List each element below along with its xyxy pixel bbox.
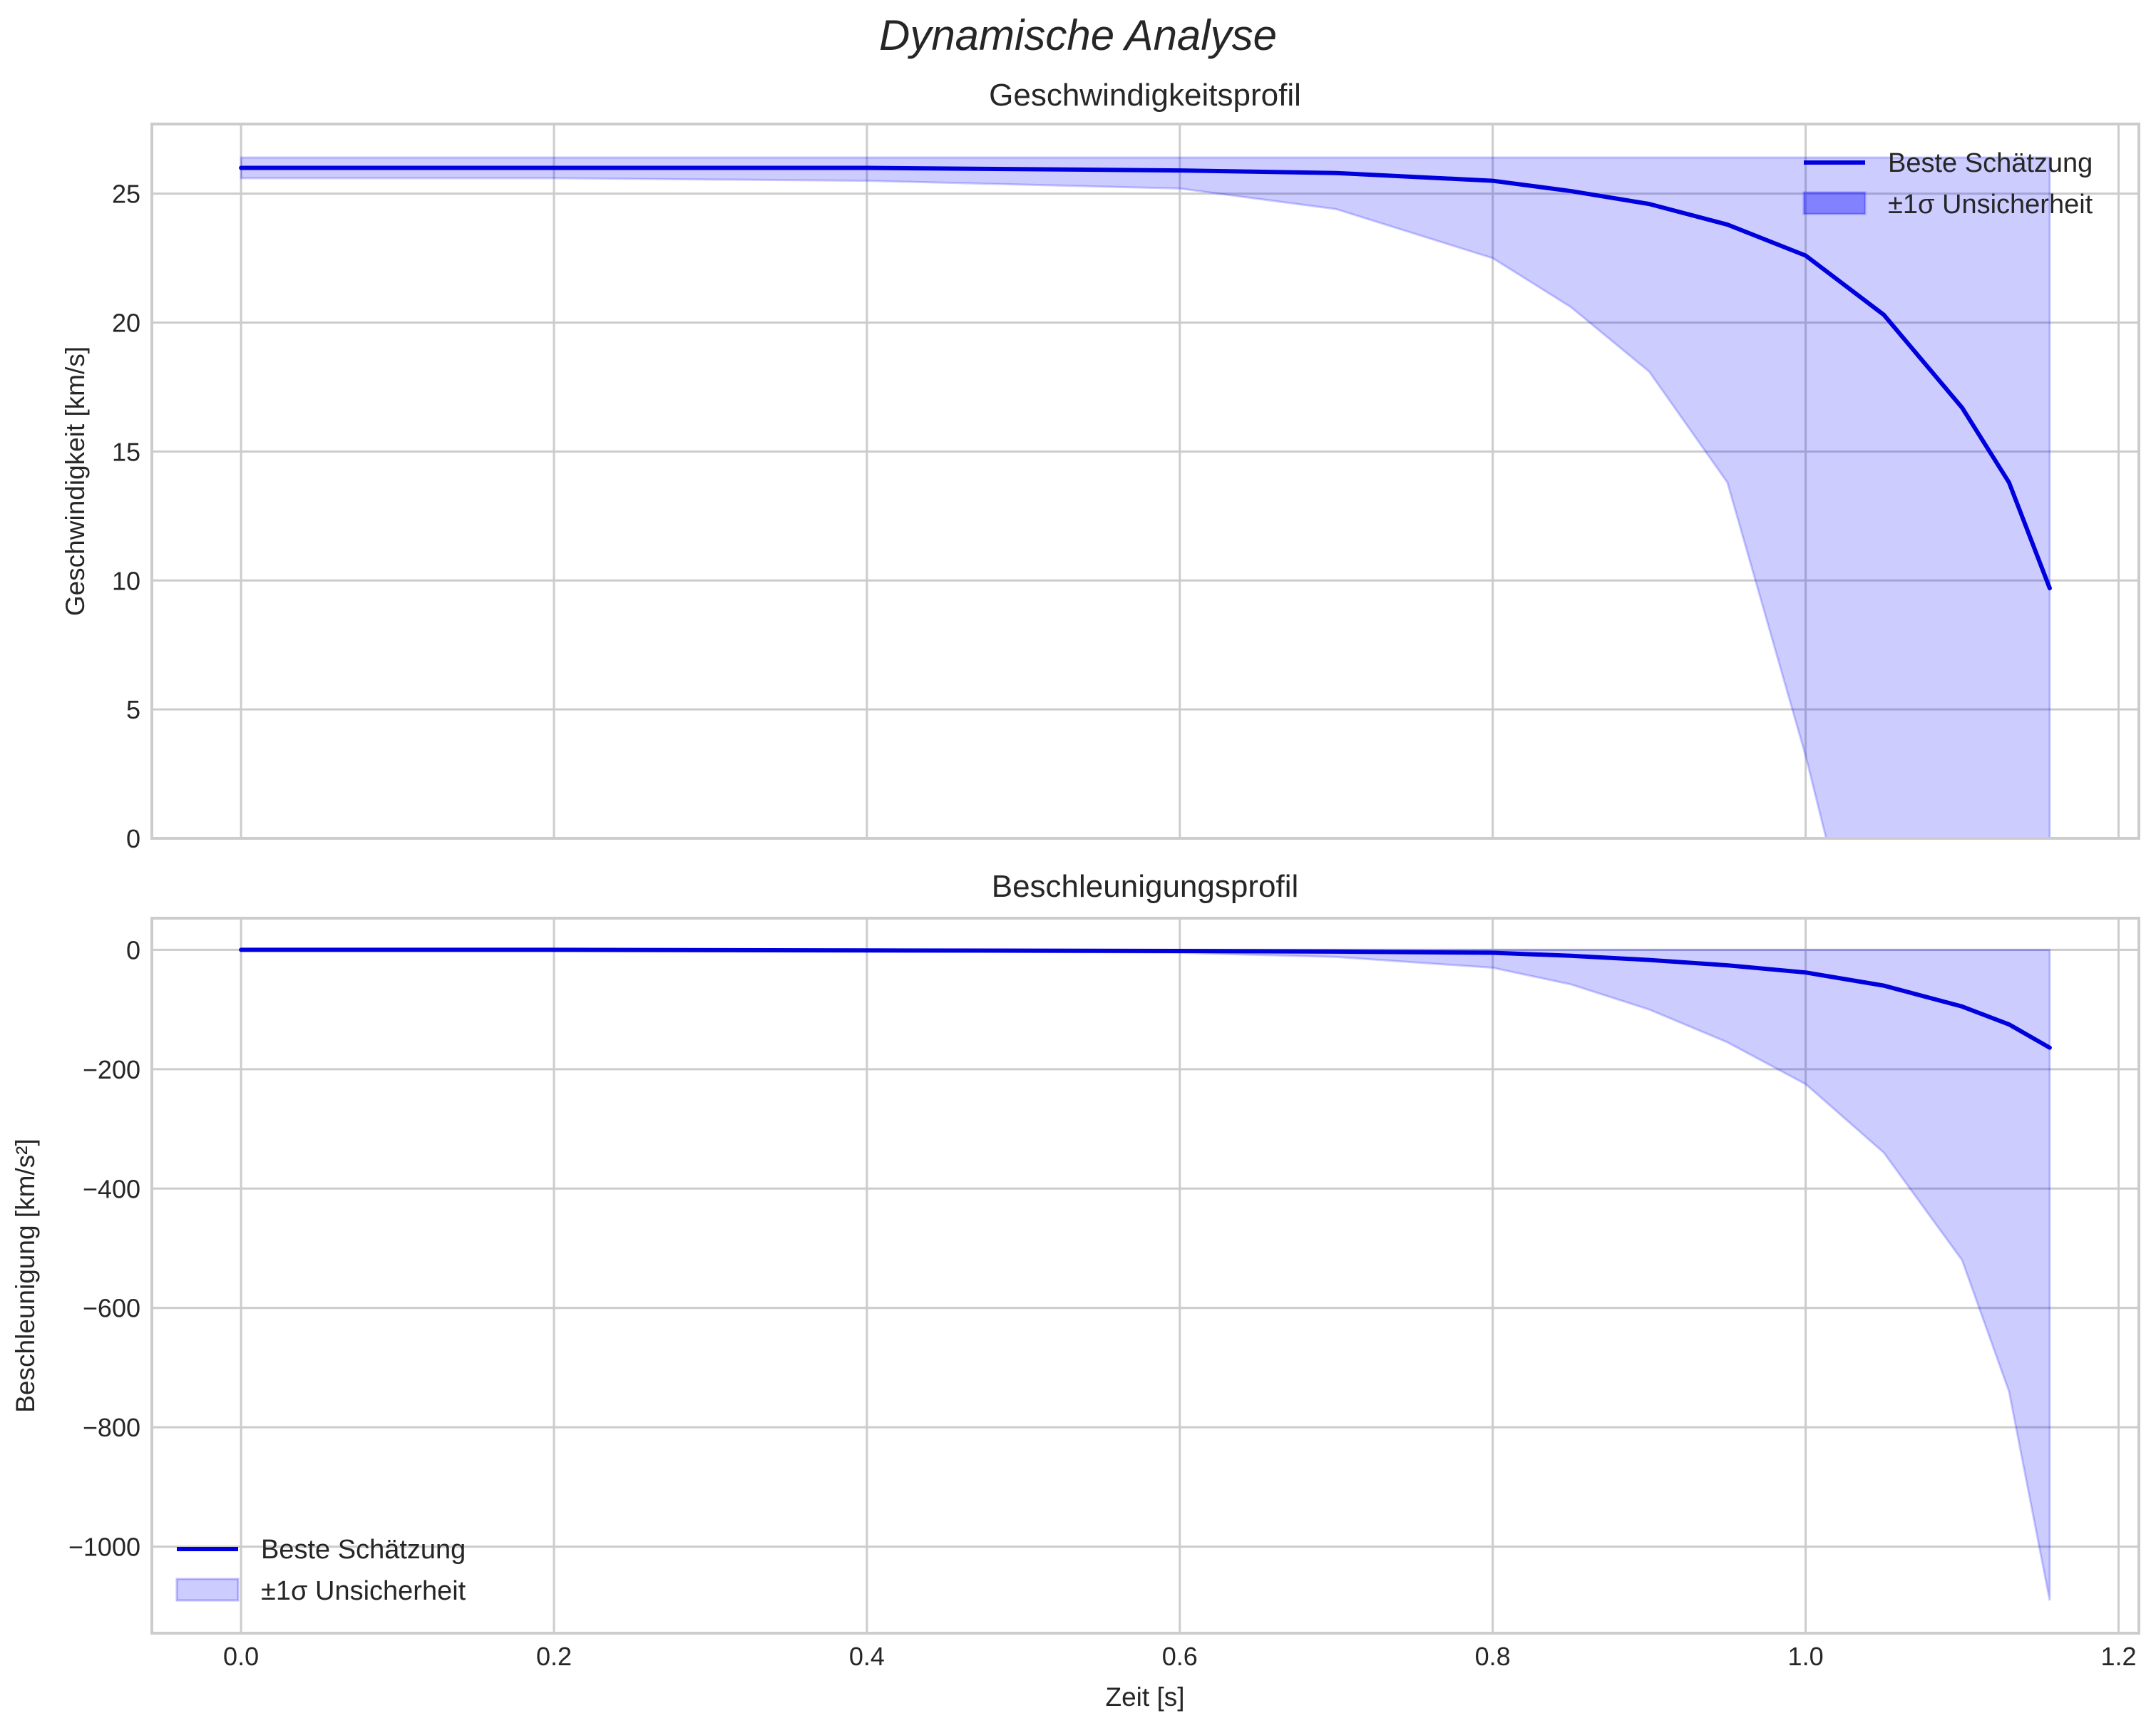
- legend-band-swatch: [175, 1578, 240, 1602]
- velocity-best-estimate-line: [239, 165, 2052, 591]
- velocity-axes-frame: [150, 123, 2140, 840]
- acceleration-y-axis-label: Beschleunigung [km/s²]: [11, 1138, 40, 1413]
- y-tick-label: 15: [112, 437, 140, 466]
- y-tick-label: −600: [83, 1294, 140, 1323]
- y-tick-label: −400: [83, 1174, 140, 1203]
- acceleration-legend: Beste Schätzung ±1σ Unsicherheit: [175, 1535, 466, 1606]
- acceleration-best-estimate-line: [239, 947, 2052, 1050]
- velocity-panel: Geschwindigkeitsprofil 0 5 10 15 20 25 Geschw…: [61, 78, 2140, 853]
- y-tick-label: 5: [126, 695, 140, 724]
- acceleration-axes-frame: [150, 917, 2140, 1635]
- x-tick-label: 0.0: [223, 1642, 259, 1671]
- y-tick-label: 0: [126, 935, 140, 965]
- x-tick-label: 0.4: [849, 1642, 885, 1671]
- y-tick-label: −1000: [68, 1533, 140, 1562]
- legend-band-label: ±1σ Unsicherheit: [1888, 190, 2093, 220]
- legend-line-label: Beste Schätzung: [1888, 148, 2093, 178]
- y-tick-label: −200: [83, 1055, 140, 1084]
- y-tick-label: −800: [83, 1413, 140, 1442]
- x-tick-label: 0.2: [536, 1642, 572, 1671]
- velocity-legend: Beste Schätzung ±1σ Unsicherheit: [1802, 148, 2093, 220]
- x-tick-label: 0.6: [1162, 1642, 1198, 1671]
- legend-band-swatch: [1802, 191, 1867, 215]
- y-tick-label: 20: [112, 309, 140, 338]
- acceleration-panel: Beschleunigungsprofil 0 −200 −400 −600 −800 −…: [11, 869, 2140, 1635]
- legend-band-label: ±1σ Unsicherheit: [261, 1576, 466, 1606]
- x-axis-label: Zeit [s]: [1105, 1682, 1184, 1712]
- acceleration-uncertainty-band: [241, 948, 2051, 1601]
- velocity-panel-title: Geschwindigkeitsprofil: [989, 78, 1301, 113]
- legend-line-label: Beste Schätzung: [261, 1535, 466, 1565]
- acceleration-y-ticks: 0 −200 −400 −600 −800 −1000: [68, 935, 140, 1561]
- y-tick-label: 0: [126, 824, 140, 853]
- x-tick-label: 1.0: [1788, 1642, 1824, 1671]
- y-tick-label: 25: [112, 180, 140, 209]
- x-tick-label: 0.8: [1475, 1642, 1511, 1671]
- x-axis-ticks: 0.0 0.2 0.4 0.6 0.8 1.0 1.2: [223, 1642, 2136, 1671]
- velocity-uncertainty-band: [240, 156, 2051, 838]
- x-tick-label: 1.2: [2100, 1642, 2136, 1671]
- velocity-y-axis-label: Geschwindigkeit [km/s]: [61, 346, 90, 616]
- acceleration-panel-title: Beschleunigungsprofil: [992, 869, 1299, 904]
- y-tick-label: 10: [112, 566, 140, 595]
- velocity-y-ticks: 0 5 10 15 20 25: [112, 180, 140, 853]
- figure-suptitle: Dynamische Analyse: [879, 11, 1277, 59]
